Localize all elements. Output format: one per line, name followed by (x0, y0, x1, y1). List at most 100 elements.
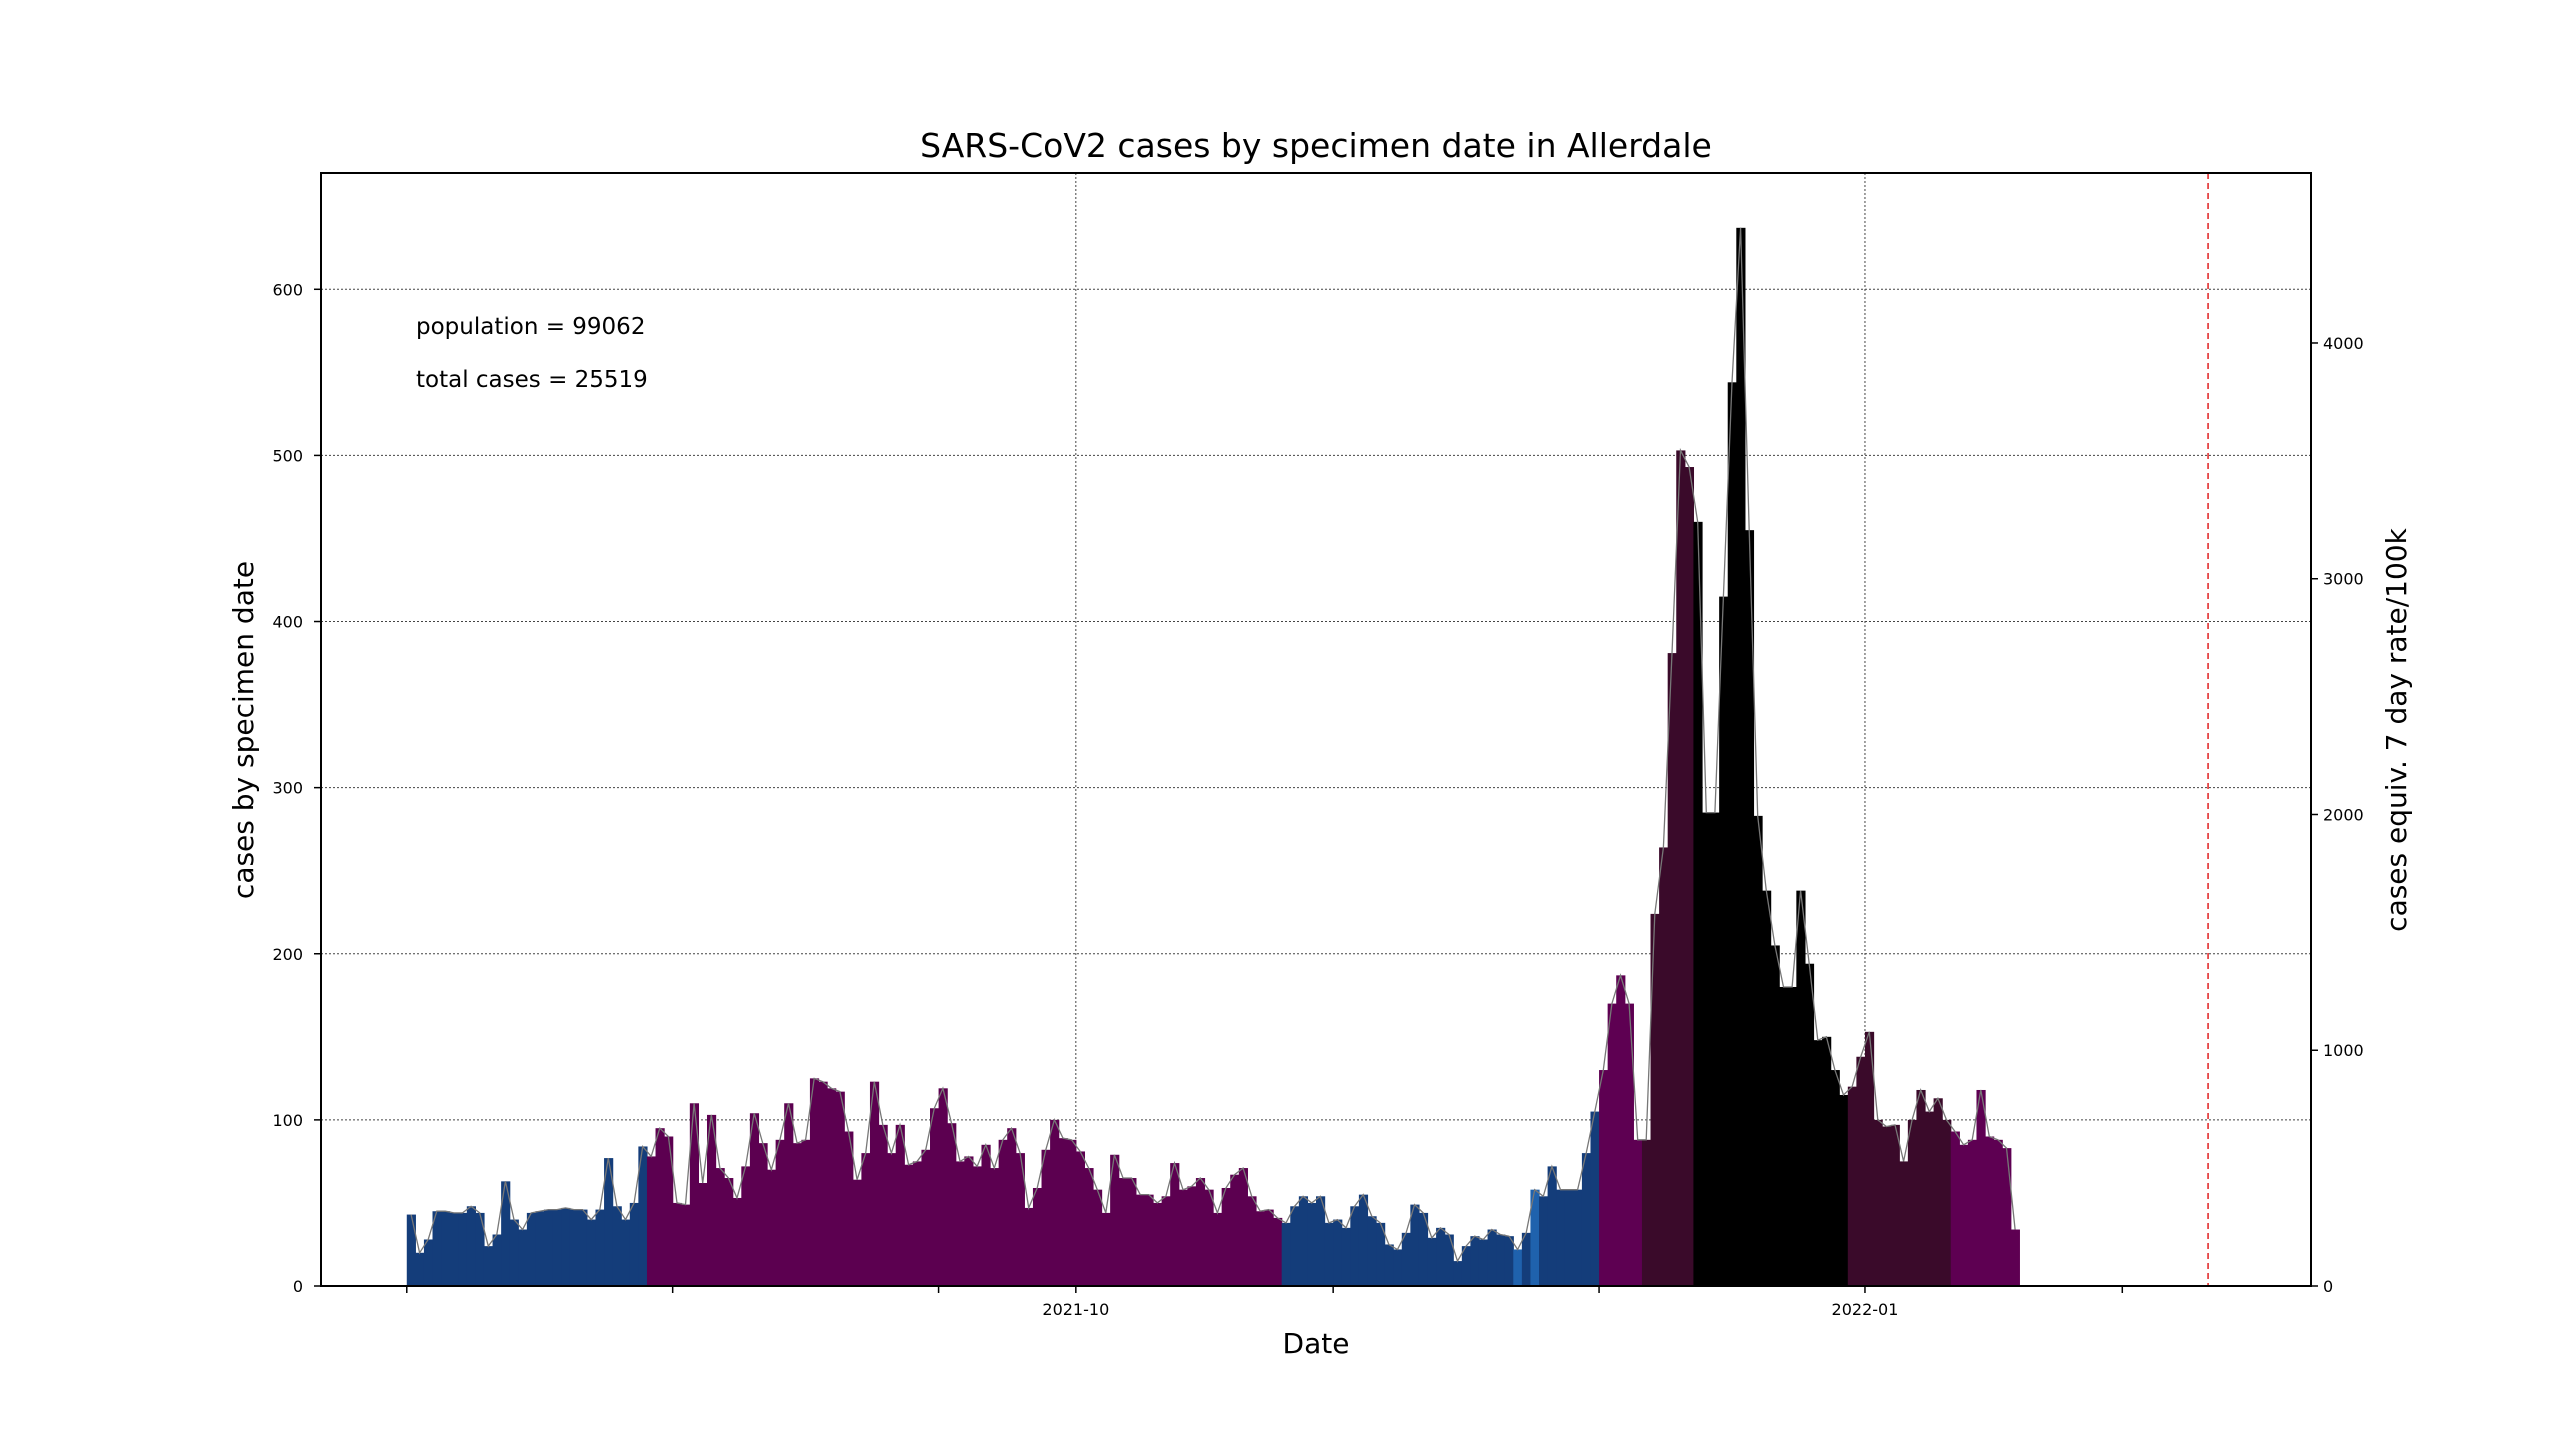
bar (809, 1078, 820, 1286)
bar (629, 1202, 639, 1286)
bar (655, 1128, 665, 1286)
bar (612, 1206, 622, 1286)
bar (1084, 1168, 1094, 1286)
bar (423, 1239, 434, 1286)
bar (930, 1108, 940, 1286)
bar (1024, 1207, 1034, 1286)
bar (990, 1168, 1000, 1286)
y2-tick-label: 4000 (2323, 334, 2364, 353)
bar (501, 1181, 511, 1286)
bar (1195, 1178, 1206, 1286)
bar (1290, 1206, 1300, 1286)
y2-tick-label: 2000 (2323, 805, 2364, 824)
bar (1993, 1139, 2003, 1286)
bar (1075, 1151, 1086, 1286)
bar (1470, 1236, 1480, 1286)
bar (1015, 1153, 1025, 1286)
bar (981, 1144, 991, 1286)
y-tick-label: 0 (293, 1277, 303, 1296)
bar (1719, 596, 1729, 1286)
bar (1247, 1196, 1257, 1286)
bar (1504, 1236, 1514, 1286)
y-tick-label: 400 (272, 613, 303, 632)
bar (1213, 1212, 1223, 1286)
bar (1804, 963, 1815, 1286)
bar (878, 1124, 888, 1286)
bar (1521, 1232, 1532, 1286)
bar (1779, 986, 1789, 1286)
bar (1436, 1227, 1446, 1286)
bar (1616, 975, 1626, 1286)
y2-axis-label: cases equiv. 7 day rate/100k (2380, 527, 2413, 931)
bar (1530, 1189, 1540, 1286)
population-annotation: population = 99062 (416, 314, 645, 340)
bar (1178, 1189, 1188, 1286)
bar (947, 1123, 957, 1286)
bar (1539, 1196, 1549, 1286)
bar (1967, 1139, 1978, 1286)
bar (1513, 1249, 1523, 1286)
bar (1350, 1206, 1360, 1286)
bar (1796, 890, 1806, 1286)
bar (749, 1113, 760, 1286)
bar (1890, 1124, 1900, 1286)
bar (1118, 1178, 1128, 1286)
bar (1496, 1234, 1506, 1286)
bar (1959, 1144, 1969, 1286)
bar (646, 1156, 657, 1286)
bar (1135, 1194, 1146, 1286)
bar (1376, 1222, 1386, 1286)
bar (904, 1164, 914, 1286)
bar (586, 1219, 597, 1286)
bar (1762, 890, 1772, 1286)
bar (578, 1209, 588, 1286)
bar (2002, 1148, 2012, 1286)
bar (792, 1143, 802, 1286)
bar (2010, 1229, 2020, 1286)
bar (1753, 815, 1763, 1286)
bar (1770, 945, 1780, 1286)
y-tick-label: 200 (272, 945, 303, 964)
bar (1393, 1249, 1403, 1286)
bar (595, 1209, 605, 1286)
bar (1581, 1153, 1592, 1286)
bar (569, 1209, 579, 1286)
bar (1255, 1211, 1266, 1286)
bar (801, 1139, 811, 1286)
x-tick-label: 2021-10 (1042, 1300, 1109, 1319)
bar (681, 1204, 691, 1286)
y2-tick-label: 1000 (2323, 1041, 2364, 1060)
bar (561, 1207, 571, 1286)
bar (1153, 1202, 1163, 1286)
bar (1950, 1131, 1960, 1286)
bar (895, 1124, 905, 1286)
bar (1676, 450, 1686, 1286)
bar (827, 1088, 837, 1286)
bar (887, 1153, 897, 1286)
bar (1264, 1209, 1274, 1286)
bar (1418, 1212, 1429, 1286)
bars (406, 227, 2020, 1287)
bar (672, 1202, 682, 1286)
bar (1607, 1003, 1617, 1286)
bar (1427, 1237, 1437, 1286)
bar (1624, 1003, 1634, 1286)
bar (544, 1209, 554, 1286)
bar (1101, 1212, 1111, 1286)
bar (552, 1209, 562, 1286)
bar (1667, 653, 1677, 1286)
bar (415, 1252, 425, 1286)
bar (535, 1211, 545, 1286)
bar (1659, 847, 1669, 1286)
bar (689, 1103, 700, 1286)
bar (1830, 1070, 1840, 1286)
y2-tick-label: 0 (2323, 1277, 2333, 1296)
bar (1899, 1161, 1909, 1286)
bar (483, 1246, 494, 1286)
bar (1187, 1186, 1197, 1286)
bar (869, 1081, 880, 1286)
bar (492, 1234, 502, 1286)
bar (1633, 1139, 1643, 1286)
bar (1985, 1136, 1995, 1286)
x-axis-ticks: 2021-10 2022-01 (406, 1286, 2124, 1319)
